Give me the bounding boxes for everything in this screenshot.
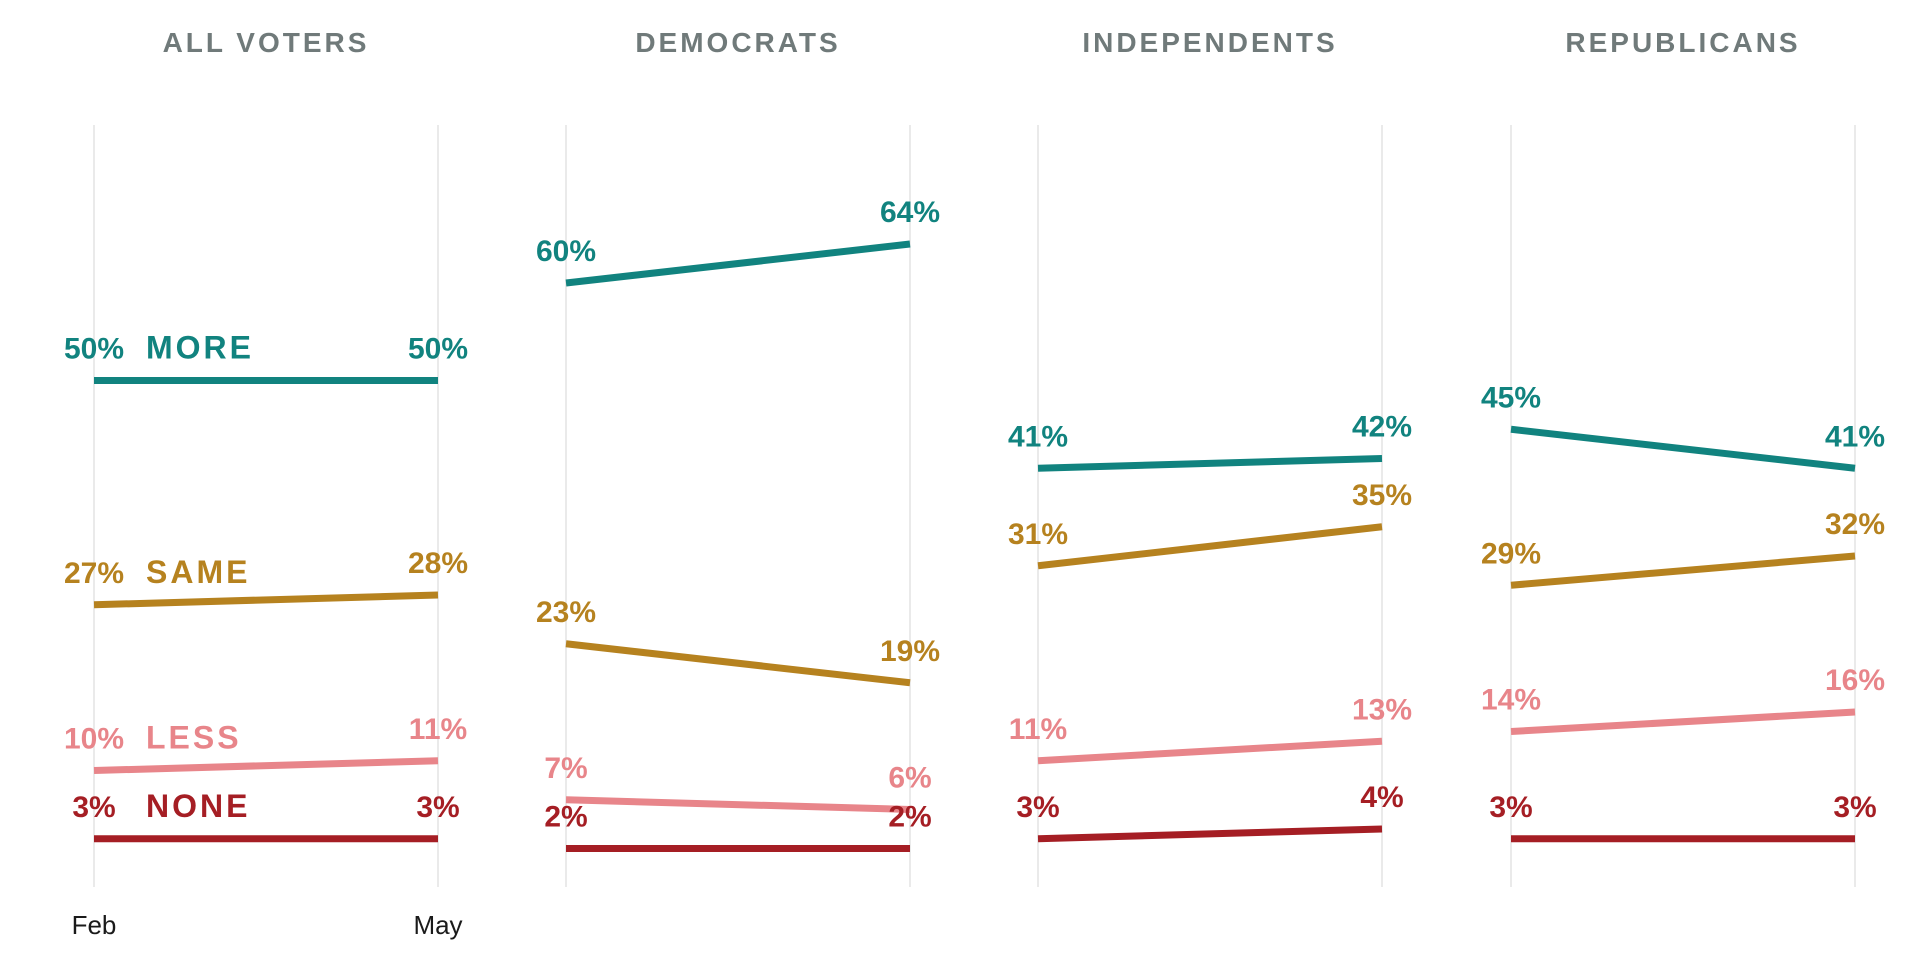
series-line-less <box>1510 708 1856 735</box>
value-label-more-may: 42% <box>1352 411 1412 444</box>
value-label-same-may: 32% <box>1825 508 1885 541</box>
value-label-less-may: 6% <box>888 762 931 795</box>
value-label-less-may: 13% <box>1352 693 1412 726</box>
value-label-less-feb: 10% <box>64 723 124 756</box>
value-label-less-feb: 11% <box>1009 713 1067 746</box>
series-label-none: NONE <box>146 788 250 824</box>
series-line-same <box>93 591 439 609</box>
value-label-less-feb: 7% <box>544 752 587 785</box>
value-label-more-feb: 45% <box>1481 381 1541 414</box>
value-label-more-may: 64% <box>880 196 940 229</box>
panel-title: INDEPENDENTS <box>1082 27 1337 58</box>
value-label-same-may: 35% <box>1352 479 1412 512</box>
value-label-same-feb: 31% <box>1008 518 1068 551</box>
value-label-less-may: 11% <box>409 713 467 746</box>
series-line-less <box>565 796 911 813</box>
value-label-none-may: 3% <box>416 791 459 824</box>
value-label-none-feb: 3% <box>1489 791 1532 824</box>
value-label-more-may: 50% <box>408 333 468 366</box>
series-line-same <box>565 640 911 687</box>
series-line-more <box>1037 455 1383 472</box>
panel-title: REPUBLICANS <box>1565 27 1800 58</box>
value-label-same-feb: 29% <box>1481 537 1541 570</box>
series-line-same <box>1510 552 1856 589</box>
value-label-more-may: 41% <box>1825 420 1885 453</box>
series-line-less <box>93 757 439 774</box>
series-line-same <box>1037 523 1383 570</box>
value-label-less-feb: 14% <box>1481 684 1541 717</box>
series-line-less <box>1037 737 1383 765</box>
value-label-none-feb: 2% <box>544 801 587 834</box>
series-line-more <box>1510 425 1856 472</box>
value-label-same-may: 28% <box>408 547 468 580</box>
x-tick-label: May <box>413 910 462 940</box>
x-tick-label: Feb <box>72 910 117 940</box>
series-label-more: MORE <box>146 330 254 366</box>
value-label-same-may: 19% <box>880 635 940 668</box>
series-line-more <box>565 240 911 287</box>
panel-title: ALL VOTERS <box>163 27 370 58</box>
series-label-less: LESS <box>146 720 242 756</box>
value-label-none-may: 2% <box>888 801 931 834</box>
value-label-same-feb: 23% <box>536 596 596 629</box>
panel-title: DEMOCRATS <box>635 27 840 58</box>
series-line-none <box>1037 825 1383 843</box>
value-label-none-feb: 3% <box>72 791 115 824</box>
value-label-none-may: 3% <box>1833 791 1876 824</box>
value-label-more-feb: 41% <box>1008 420 1068 453</box>
value-label-more-feb: 50% <box>64 333 124 366</box>
value-label-less-may: 16% <box>1825 664 1885 697</box>
value-label-none-feb: 3% <box>1016 791 1059 824</box>
value-label-more-feb: 60% <box>536 235 596 268</box>
value-label-same-feb: 27% <box>64 557 124 590</box>
series-label-same: SAME <box>146 554 250 590</box>
value-label-none-may: 4% <box>1360 781 1403 814</box>
